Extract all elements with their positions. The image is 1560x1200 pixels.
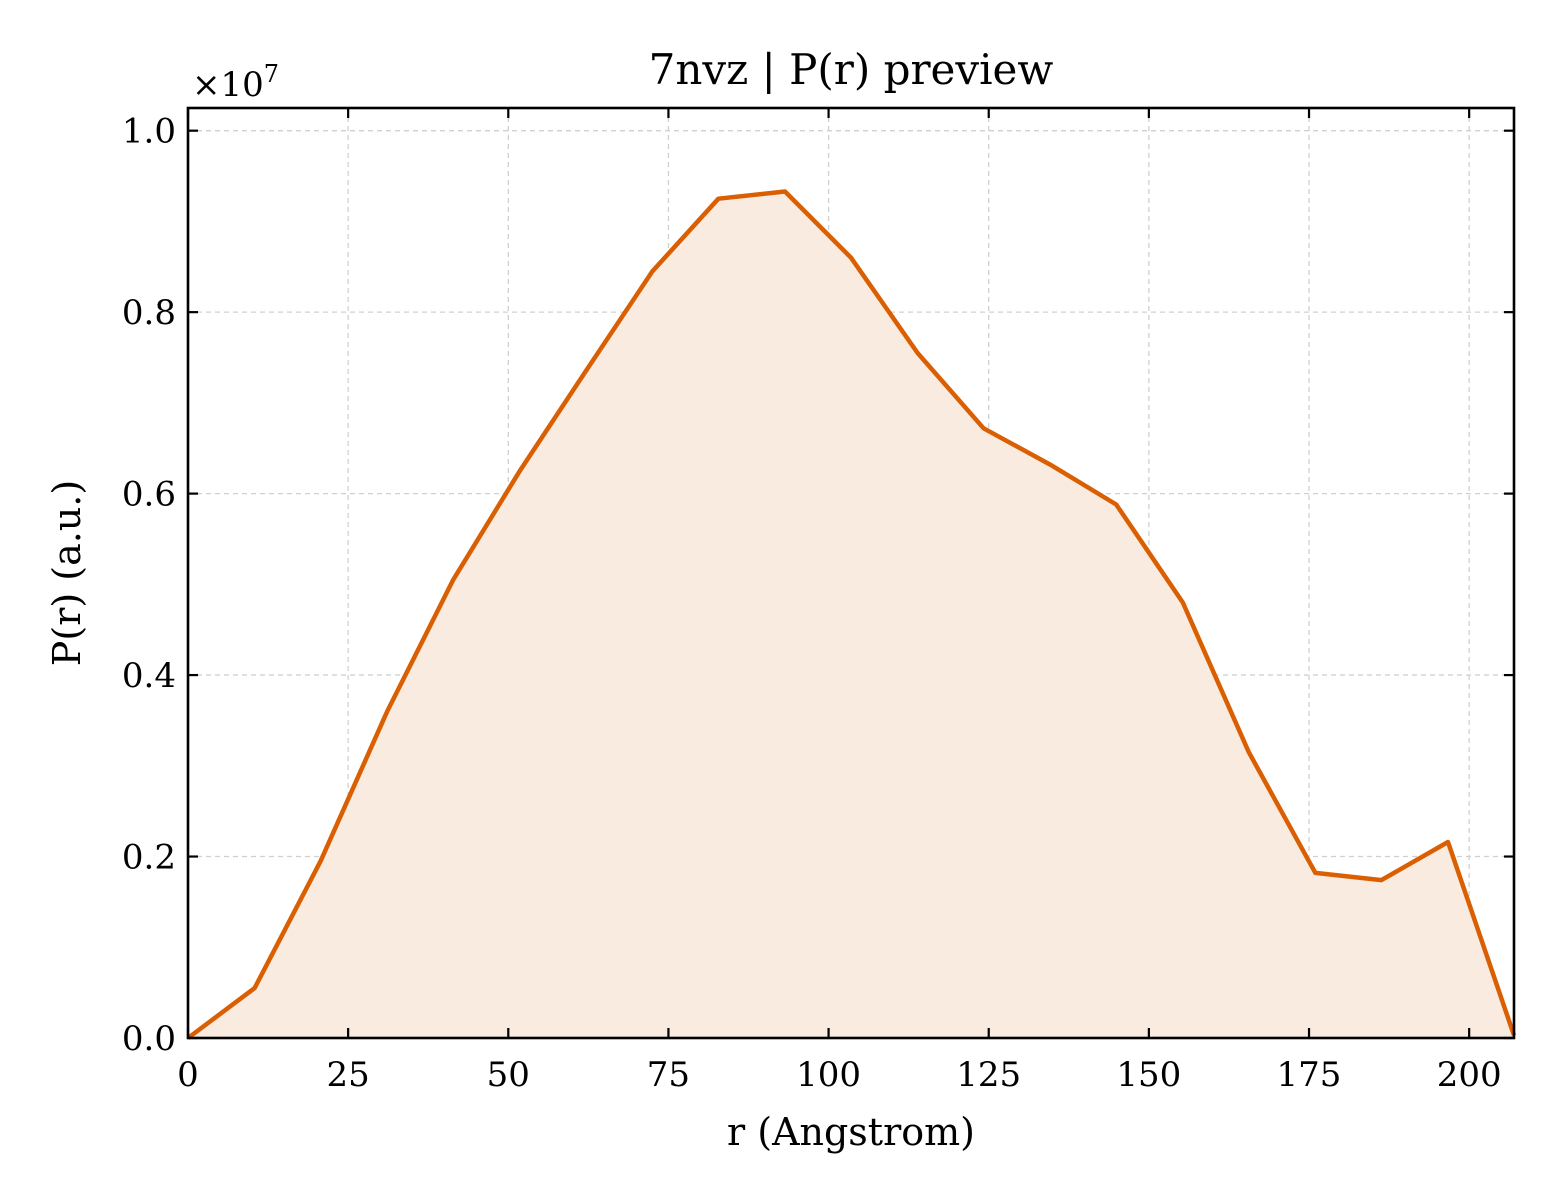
x-tick-label: 100	[796, 1055, 861, 1095]
x-tick-label: 200	[1437, 1055, 1502, 1095]
chart-title: 7nvz | P(r) preview	[649, 45, 1054, 94]
x-tick-label: 25	[327, 1055, 370, 1095]
x-tick-label: 0	[177, 1055, 199, 1095]
y-tick-label: 0.0	[122, 1019, 176, 1059]
x-tick-label: 175	[1277, 1055, 1342, 1095]
y-axis-label: P(r) (a.u.)	[45, 480, 89, 666]
y-offset-exponent: 7	[264, 60, 279, 88]
x-tick-label: 125	[956, 1055, 1021, 1095]
x-tick-label: 50	[487, 1055, 530, 1095]
series-line	[186, 189, 1517, 1040]
y-tick-label: 0.4	[122, 656, 176, 696]
plot-frame	[186, 106, 1516, 1040]
y-tick-label: 1.0	[122, 112, 176, 152]
x-axis-ticks: 0 25 50 75 100 125 150 175 200	[177, 108, 1502, 1095]
x-tick-label: 75	[647, 1055, 690, 1095]
x-tick-label: 150	[1116, 1055, 1181, 1095]
y-axis-ticks: 0.0 0.2 0.4 0.6 0.8 1.0	[122, 112, 1514, 1059]
y-tick-label: 0.2	[122, 838, 176, 878]
x-axis-label: r (Angstrom)	[727, 1110, 975, 1154]
y-tick-label: 0.8	[122, 293, 176, 333]
series-area-fill	[188, 191, 1514, 1038]
y-offset-base: ×10	[192, 65, 264, 105]
y-tick-label: 0.6	[122, 475, 176, 515]
y-axis-offset-label: ×107	[192, 60, 279, 105]
